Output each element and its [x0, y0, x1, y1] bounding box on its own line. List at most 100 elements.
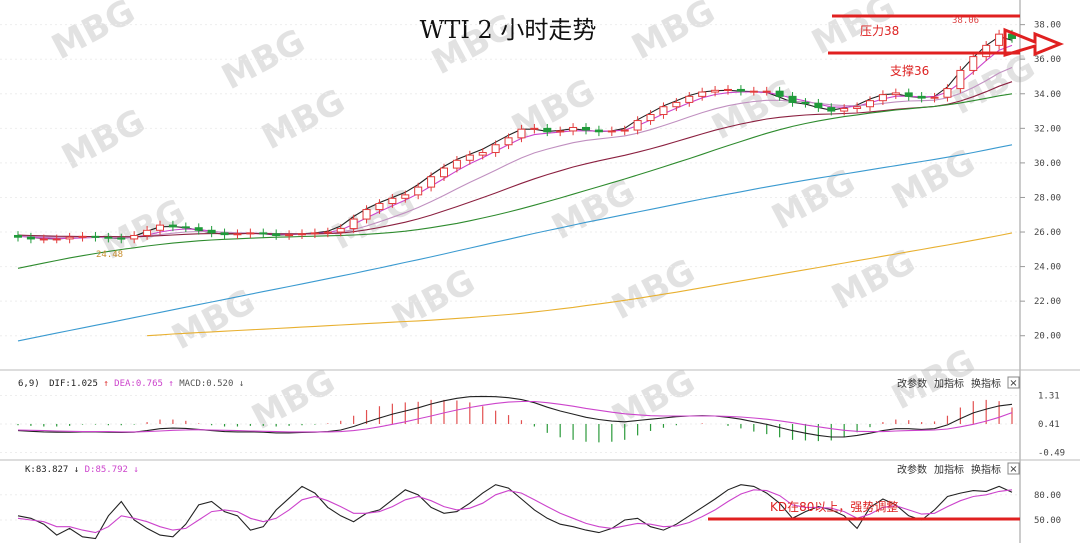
- candle-body: [891, 92, 900, 96]
- watermark-logo: MBG: [385, 261, 481, 337]
- resistance-label: 压力38: [860, 24, 899, 38]
- candle-body: [543, 127, 552, 133]
- candle-body: [788, 95, 797, 103]
- candle-body: [439, 167, 449, 178]
- kd-change-params-button[interactable]: 改参数: [897, 463, 927, 476]
- candle-body: [297, 233, 307, 236]
- candle-body: [323, 231, 332, 234]
- candle-body: [207, 229, 216, 234]
- watermark-logo: MBG: [255, 81, 351, 157]
- macd-dif-value: DIF:1.025: [49, 379, 98, 389]
- candle-body: [478, 152, 487, 156]
- candle-body: [78, 235, 87, 238]
- candle-body: [633, 120, 642, 131]
- kd-switch-indicator-button[interactable]: 换指标: [971, 463, 1001, 476]
- candle-body: [698, 91, 707, 97]
- price-tick-label: 34.00: [1034, 90, 1061, 100]
- macd-tick-label: 0.41: [1038, 420, 1060, 430]
- candle-body: [581, 126, 591, 131]
- candle-body: [775, 90, 784, 97]
- kd-tick-label: 80.00: [1034, 491, 1061, 501]
- kd-close-box[interactable]: [1007, 462, 1020, 475]
- price-tick-label: 28.00: [1034, 193, 1061, 203]
- macd-add-indicator-button[interactable]: 加指标: [934, 377, 964, 390]
- watermark-logo: MBG: [545, 171, 641, 247]
- candle-body: [246, 232, 255, 235]
- ma-line-6: [17, 144, 1013, 342]
- candle-body: [491, 144, 500, 154]
- candle-body: [272, 233, 281, 236]
- candle-body: [878, 94, 887, 102]
- macd-change-params-button[interactable]: 改参数: [897, 377, 927, 390]
- macd-switch-indicator-button[interactable]: 换指标: [971, 377, 1001, 390]
- low-point-label: 24.48: [96, 250, 123, 260]
- price-tick-label: 26.00: [1034, 228, 1061, 238]
- candle-body: [801, 101, 810, 104]
- ma-line-3: [17, 66, 1013, 238]
- candle-body: [155, 224, 165, 231]
- candle-body: [607, 130, 616, 133]
- ma-line-5: [17, 93, 1013, 269]
- price-grid: [0, 24, 1020, 337]
- candle-body: [517, 128, 526, 139]
- candle-body: [388, 197, 397, 205]
- candle-body: [659, 106, 668, 116]
- ma-line-4: [17, 81, 1013, 238]
- ma-line-2: [17, 44, 1013, 239]
- watermark-logo: MBG: [45, 0, 141, 68]
- macd-close-box[interactable]: [1007, 376, 1020, 389]
- watermark-logo: MBG: [165, 281, 261, 357]
- candle-body: [943, 88, 952, 98]
- macd-dea-line: [17, 400, 1013, 433]
- candle-body: [569, 126, 578, 132]
- candle-body: [711, 89, 720, 93]
- macd-histogram: [17, 399, 1013, 443]
- kd-add-indicator-button[interactable]: 加指标: [934, 463, 964, 476]
- candle-body: [969, 56, 978, 71]
- kd-y-ticks: 80.00 50.00: [1034, 491, 1061, 526]
- candle-body: [723, 88, 733, 91]
- kd-close-icon[interactable]: ×: [1009, 464, 1017, 475]
- candle-body: [65, 236, 74, 240]
- watermark-logo: MBG: [215, 21, 311, 97]
- d-down-arrow-icon: ↓: [133, 465, 138, 475]
- candle-body: [530, 127, 539, 130]
- macd-dea-value: DEA:0.765: [114, 379, 163, 389]
- candle-body: [285, 234, 294, 237]
- candle-body: [982, 44, 991, 58]
- macd-tick-label: -0.49: [1038, 449, 1065, 459]
- candle-body: [427, 176, 436, 188]
- price-tick-label: 36.00: [1034, 55, 1061, 65]
- candle-body: [117, 237, 126, 240]
- candle-body: [310, 232, 319, 235]
- macd-dif-line: [17, 395, 1013, 438]
- candle-body: [52, 238, 61, 241]
- high-point-label: 38.06: [952, 16, 979, 26]
- candle-body: [336, 228, 345, 233]
- candle-body: [904, 92, 913, 97]
- macd-tick-label: 1.31: [1038, 391, 1060, 401]
- candle-body: [749, 90, 758, 93]
- candle-body: [375, 203, 384, 211]
- macd-close-icon[interactable]: ×: [1009, 378, 1017, 389]
- candle-body: [814, 102, 823, 109]
- candle-body: [840, 107, 849, 112]
- candle-body: [181, 226, 190, 229]
- dif-up-arrow-icon: ↑: [103, 379, 114, 389]
- candle-body: [194, 227, 203, 231]
- candlesticks: [13, 29, 1017, 244]
- price-tick-label: 30.00: [1034, 159, 1061, 169]
- kd-annotation: KD在80以上，强势调整: [770, 499, 898, 514]
- candle-body: [672, 101, 681, 108]
- candle-body: [556, 130, 565, 133]
- price-tick-label: 32.00: [1034, 124, 1061, 134]
- candle-body: [104, 236, 113, 239]
- candle-body: [414, 186, 423, 196]
- candle-body: [91, 235, 100, 238]
- watermark-logo: MBG: [325, 181, 421, 257]
- candle-body: [130, 234, 139, 240]
- candle-body: [646, 114, 655, 122]
- macd-controls: 改参数 加指标 换指标 ×: [897, 376, 1020, 390]
- macd-down-arrow-icon: ↓: [239, 379, 244, 389]
